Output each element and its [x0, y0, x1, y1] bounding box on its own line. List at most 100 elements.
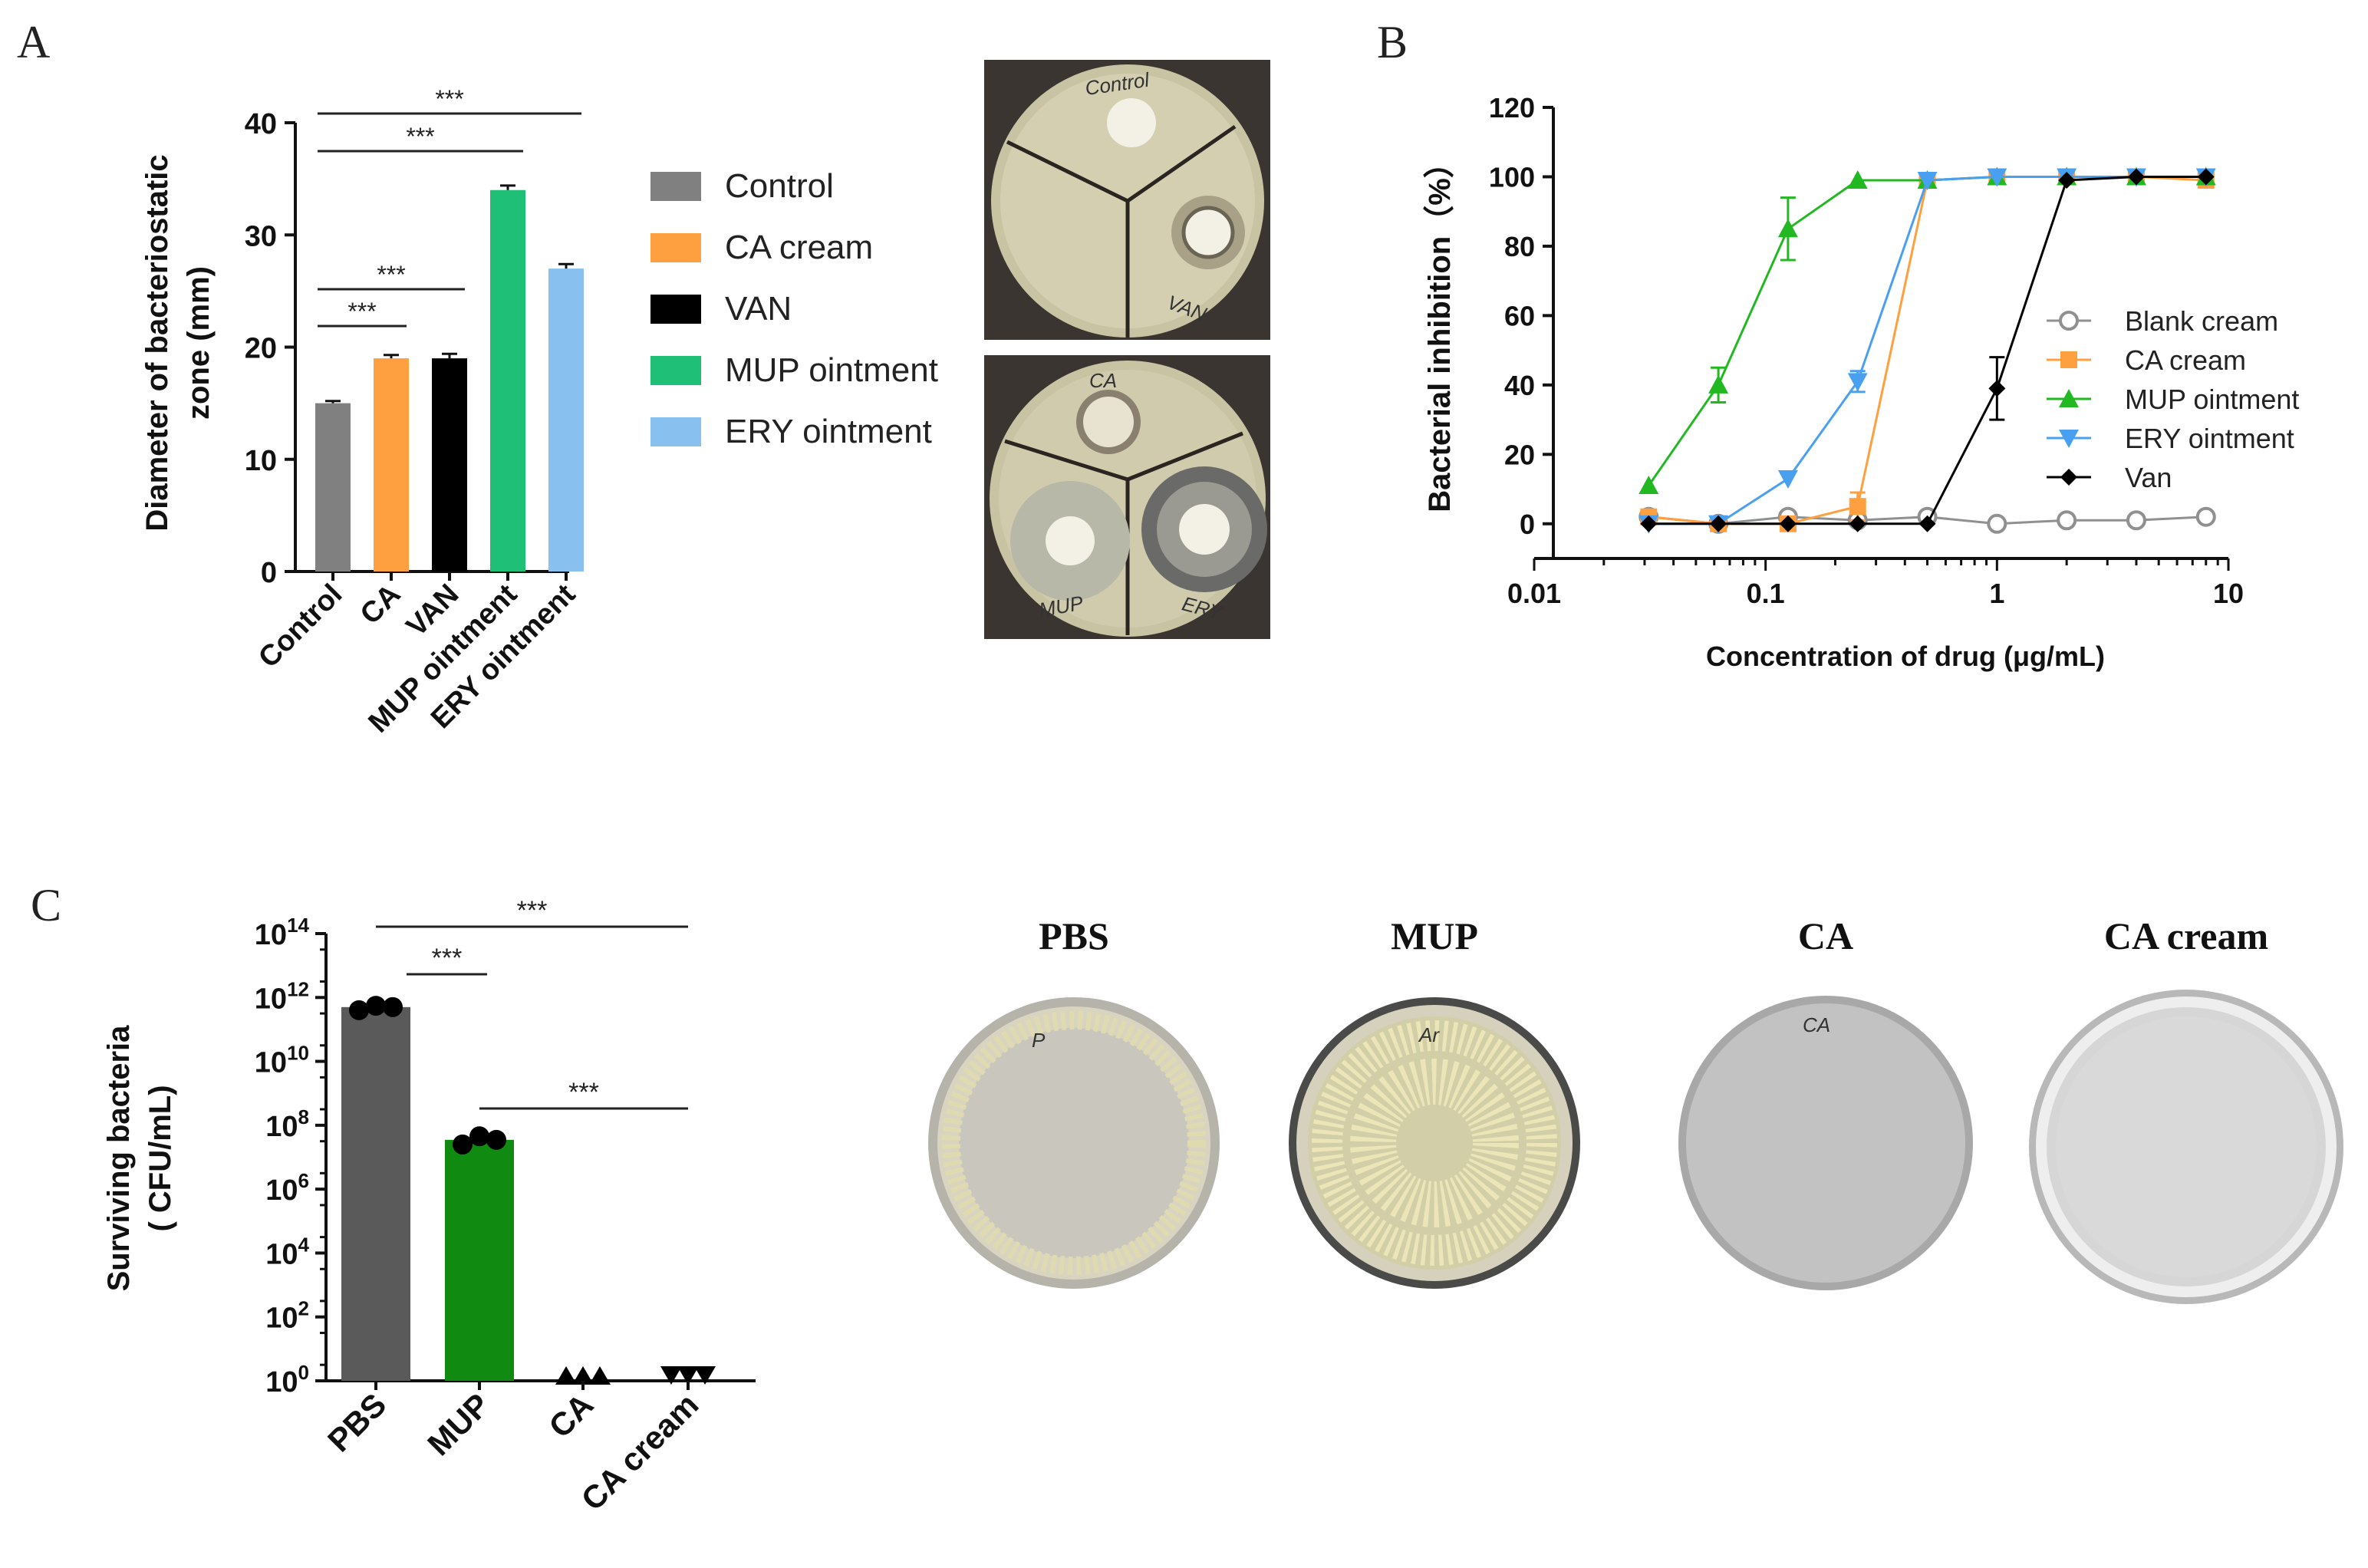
chart-a-legend-swatch-mup-ointment — [650, 356, 701, 385]
chart-a-ytick-label: 0 — [261, 557, 277, 589]
chart-b-series-ery-ointment — [1638, 168, 2216, 534]
chart-c-point-mup — [469, 1126, 489, 1147]
chart-a-legend-label-van: VAN — [725, 290, 792, 328]
chart-c-significance-label: *** — [517, 896, 548, 925]
chart-b-legend-label-ery-ointment: ERY ointment — [2125, 423, 2294, 454]
chart-c-significance-label: *** — [568, 1078, 599, 1107]
chart-b-point-blank-cream — [2126, 510, 2146, 531]
panel-label-b: B — [1377, 17, 1408, 68]
chart-c-xtick-label-ca: CA — [542, 1386, 600, 1444]
chart-a-legend-label-control: Control — [725, 167, 834, 205]
chart-a-bar-control — [315, 403, 351, 572]
plate-photo-ca-cream: CA cream — [2029, 914, 2343, 1304]
chart-b-point-mup-ointment — [1708, 374, 1729, 394]
chart-c-ytick-label: 102 — [265, 1297, 309, 1335]
plate-title-pbs: PBS — [1039, 914, 1109, 957]
chart-b-legend-label-blank-cream: Blank cream — [2125, 305, 2278, 337]
chart-c-ytick-label: 1012 — [255, 977, 309, 1015]
chart-a-ylabel-line2: zone (mm) — [182, 266, 216, 420]
chart-c-point-pbs — [349, 1000, 369, 1020]
chart-c-ylabel-line2: ( CFU/mL) — [143, 1085, 177, 1231]
chart-a-ylabel-line1: Diameter of bacteriostatic — [140, 154, 174, 531]
plate-photos-a: Control VAN CA MUP ERY — [984, 60, 1270, 639]
chart-b-xtick-label: 10 — [2213, 578, 2244, 609]
chart-b-point-mup-ointment — [1777, 219, 1798, 238]
chart-c-point-pbs — [366, 996, 386, 1016]
chart-b-point-van — [1918, 515, 1936, 532]
chart-a-significance-label: *** — [347, 298, 376, 325]
chart-b-ylabel: Bacterial inhibition（%） — [1423, 147, 1457, 512]
chart-c-point-ca — [589, 1366, 611, 1385]
chart-c-ytick-label: 108 — [265, 1105, 309, 1143]
chart-b-point-van — [1779, 515, 1797, 532]
chart-b-legend-marker-ca-cream — [2060, 351, 2077, 368]
chart-a-legend-swatch-control — [650, 172, 701, 201]
chart-a-bar-mup-ointment — [490, 189, 525, 572]
chart-c-point-ca — [555, 1366, 577, 1385]
chart-b-ytick-label: 100 — [1489, 161, 1535, 193]
chart-a-significance-label: *** — [406, 123, 434, 150]
chart-c-bar: Surviving bacteria ( CFU/mL) 100 102 104 10… — [102, 896, 756, 1517]
chart-c-point-ca-cream — [660, 1366, 682, 1385]
chart-c-ytick-label: 100 — [265, 1361, 309, 1398]
plate-photo-ca: CA CA — [1678, 914, 1973, 1290]
chart-a-significance-label: *** — [377, 261, 405, 288]
chart-b-legend-label-ca-cream: CA cream — [2125, 344, 2246, 376]
chart-a-ytick-label: 40 — [245, 108, 277, 140]
plate-bottom-label-ca: CA — [1089, 369, 1117, 392]
chart-c-bar-pbs — [341, 1006, 410, 1381]
chart-b-xtick-label: 0.1 — [1747, 578, 1785, 609]
chart-c-ylabel-line1: Surviving bacteria — [102, 1025, 136, 1292]
chart-a-ytick-label: 20 — [245, 333, 277, 365]
chart-b-point-ery-ointment — [1917, 171, 1938, 190]
chart-a-legend-label-mup-ointment: MUP ointment — [725, 351, 938, 389]
chart-b-point-mup-ointment — [1638, 476, 1659, 495]
chart-a-legend-swatch-van — [650, 295, 701, 324]
chart-b-point-blank-cream — [2195, 506, 2216, 527]
chart-b-point-van — [1988, 380, 2006, 397]
chart-b-point-ca-cream — [1849, 498, 1866, 516]
chart-b-point-ery-ointment — [1847, 373, 1868, 392]
plate-photo-bottom: CA MUP ERY — [984, 355, 1270, 639]
chart-c-bar-mup — [445, 1139, 514, 1381]
chart-b-legend-marker-ery-ointment — [2059, 430, 2079, 448]
chart-b-ytick-label: 120 — [1489, 92, 1535, 124]
chart-c-significance-label: *** — [432, 944, 463, 973]
chart-b-point-blank-cream — [1987, 513, 2007, 534]
chart-a-xtick-label-ca: CA — [354, 578, 407, 631]
chart-a-legend-swatch-ca-cream — [650, 233, 701, 262]
chart-b-line-ca-cream — [1648, 175, 2206, 525]
chart-c-point-ca — [572, 1366, 594, 1385]
chart-c-xtick-label-pbs: PBS — [321, 1386, 393, 1458]
chart-a-legend-label-ca-cream: CA cream — [725, 229, 873, 266]
chart-a-ytick-label: 10 — [245, 445, 277, 477]
plate-mark-ca: CA — [1803, 1013, 1830, 1036]
plate-mark-pbs: P — [1032, 1029, 1046, 1052]
plate-photo-pbs: PBS P — [928, 914, 1220, 1289]
plate-photos-c: PBS P MUP Ar CA CA CA cream — [928, 914, 2343, 1304]
chart-b-point-ery-ointment — [1987, 168, 2007, 187]
chart-b-point-ery-ointment — [1777, 469, 1798, 489]
chart-b-legend-label-mup-ointment: MUP ointment — [2125, 384, 2299, 415]
chart-b-point-van — [2058, 171, 2076, 189]
chart-b-ytick-label: 20 — [1504, 439, 1535, 470]
chart-b-legend-marker-mup-ointment — [2059, 389, 2079, 407]
chart-b-ytick-label: 0 — [1520, 509, 1535, 540]
chart-c-point-mup — [486, 1129, 506, 1150]
chart-b-legend-marker-blank-cream — [2059, 311, 2079, 331]
chart-b-point-blank-cream — [2057, 510, 2077, 531]
plate-title-mup: MUP — [1391, 914, 1478, 957]
chart-c-ytick-label: 106 — [265, 1169, 309, 1207]
chart-b-xtick-label: 1 — [1989, 578, 2004, 609]
chart-b-ytick-label: 60 — [1504, 300, 1535, 331]
chart-b-line-mup-ointment — [1648, 175, 2206, 486]
chart-c-ytick-label: 1014 — [255, 914, 310, 951]
chart-a-legend-swatch-ery-ointment — [650, 417, 701, 446]
chart-b-ytick-label: 80 — [1504, 231, 1535, 262]
chart-a-xtick-label-control: Control — [252, 578, 348, 674]
chart-b-point-van — [2127, 168, 2145, 186]
chart-b-line: Bacterial inhibition（%） Concentration of… — [1423, 92, 2299, 672]
panel-label-c: C — [31, 880, 61, 931]
chart-c-point-ca-cream — [677, 1366, 699, 1385]
